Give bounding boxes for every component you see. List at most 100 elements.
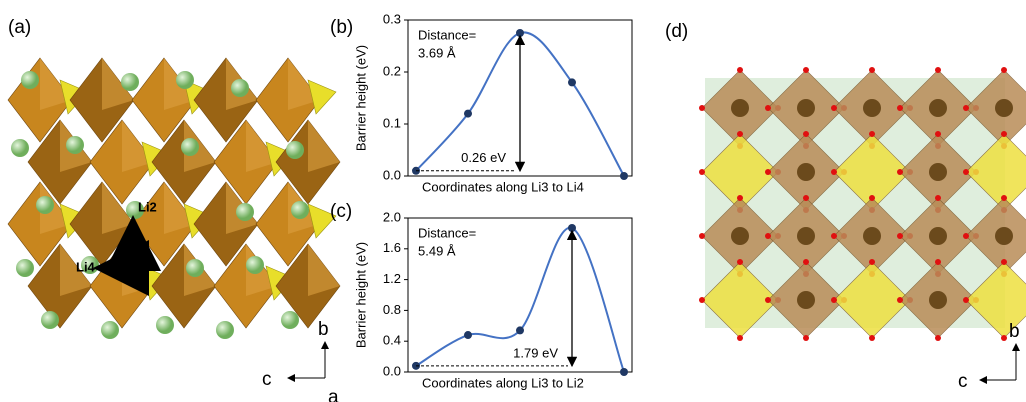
metal-atom <box>929 291 947 309</box>
octahedron-face <box>308 244 340 296</box>
li-atom <box>66 136 84 154</box>
o-atom <box>699 233 705 239</box>
y-tick-label: 0.2 <box>383 63 401 78</box>
o-atom <box>803 259 809 265</box>
o-atom <box>699 105 705 111</box>
o-atom <box>803 67 809 73</box>
metal-atom <box>731 99 749 117</box>
o-atom <box>765 169 771 175</box>
ion-label: Li3 <box>128 273 147 288</box>
o-atom <box>935 259 941 265</box>
metal-atom <box>797 99 815 117</box>
point <box>464 331 472 340</box>
o-atom <box>869 131 875 137</box>
metal-atom <box>995 99 1013 117</box>
axis-label: a <box>328 387 339 402</box>
li-atom <box>281 311 299 329</box>
point <box>620 172 628 180</box>
octahedron-face <box>60 244 92 296</box>
metal-atom <box>797 163 815 181</box>
axis-label: c <box>958 371 968 392</box>
axis-label: b <box>318 319 329 340</box>
y-tick-label: 0.0 <box>383 167 401 182</box>
li-atom <box>181 138 199 156</box>
axis-label: b <box>1009 321 1020 342</box>
metal-atom <box>863 99 881 117</box>
annotation: Distance= <box>418 27 476 42</box>
o-atom <box>831 297 837 303</box>
li-atom <box>41 311 59 329</box>
panel-label: (c) <box>330 201 352 222</box>
li-atom <box>186 259 204 277</box>
o-atom <box>935 67 941 73</box>
y-axis-label: Barrier height (eV) <box>353 242 368 348</box>
o-atom <box>897 297 903 303</box>
o-atom <box>963 105 969 111</box>
li-atom <box>21 71 39 89</box>
ion-label: Li4 <box>76 259 96 274</box>
o-atom <box>831 105 837 111</box>
metal-atom <box>929 163 947 181</box>
panel-label: (a) <box>8 17 31 38</box>
metal-atom <box>863 227 881 245</box>
y-tick-label: 2.0 <box>383 209 401 224</box>
li-atom <box>36 196 54 214</box>
o-atom <box>935 195 941 201</box>
o-atom <box>1001 131 1007 137</box>
y-tick-label: 1.6 <box>383 240 401 255</box>
li-atom <box>16 259 34 277</box>
plot-frame <box>407 217 633 373</box>
li-atom <box>231 79 249 97</box>
o-atom <box>1001 335 1007 341</box>
y-tick-label: 1.2 <box>383 271 401 286</box>
li-atom <box>236 203 254 221</box>
o-atom <box>1001 195 1007 201</box>
tetrahedron <box>307 203 337 239</box>
o-atom <box>897 105 903 111</box>
li-atom <box>291 201 309 219</box>
y-tick-label: 0.1 <box>383 115 401 130</box>
o-atom <box>699 297 705 303</box>
point <box>568 224 576 233</box>
octahedron-face <box>184 120 216 172</box>
o-atom <box>803 131 809 137</box>
li-atom <box>286 141 304 159</box>
y-tick-label: 0.3 <box>383 11 401 26</box>
li-atom <box>246 256 264 274</box>
point <box>516 29 524 37</box>
o-atom <box>831 233 837 239</box>
ion-label: Li2 <box>138 199 157 214</box>
point <box>620 368 628 376</box>
o-atom <box>897 169 903 175</box>
y-tick-label: 0.4 <box>383 333 401 348</box>
structure-d <box>699 67 1026 341</box>
o-atom <box>935 335 941 341</box>
li-atom <box>216 321 234 339</box>
o-atom <box>897 233 903 239</box>
li-atom <box>126 201 144 219</box>
point <box>516 326 524 335</box>
tetrahedron <box>307 79 337 115</box>
o-atom <box>765 233 771 239</box>
y-tick-label: 0.0 <box>383 363 401 378</box>
o-atom <box>869 259 875 265</box>
o-atom <box>1001 67 1007 73</box>
annotation: 3.69 Å <box>418 45 456 60</box>
structure-a: Li2 Li3 Li4 <box>7 57 341 339</box>
o-atom <box>869 195 875 201</box>
o-atom <box>765 105 771 111</box>
annotation: Distance= <box>418 225 476 240</box>
o-atom <box>831 169 837 175</box>
li-atom <box>11 139 29 157</box>
li-atom <box>101 321 119 339</box>
annotation: 1.79 eV <box>513 345 558 360</box>
octahedron-face <box>308 120 340 172</box>
line <box>415 226 625 373</box>
metal-atom <box>929 99 947 117</box>
plot-frame <box>407 19 633 177</box>
o-atom <box>737 259 743 265</box>
x-axis-label: Coordinates along Li3 to Li2 <box>422 375 584 390</box>
li-atom <box>176 71 194 89</box>
